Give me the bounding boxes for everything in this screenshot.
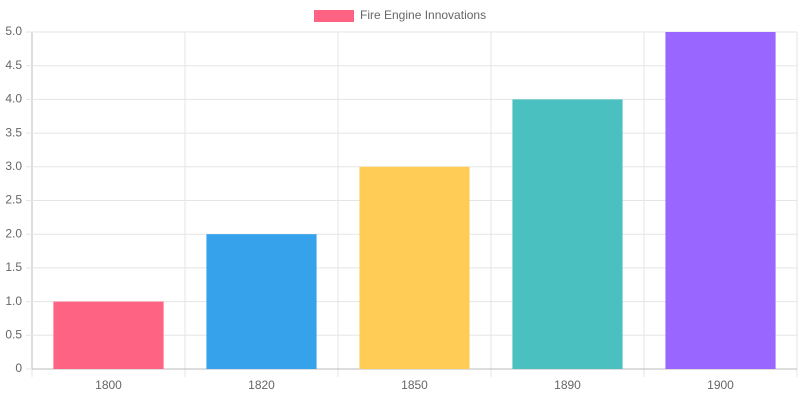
x-tick-label: 1890 — [554, 378, 581, 392]
y-tick-label: 5.0 — [5, 24, 22, 38]
y-tick-label: 2.0 — [5, 226, 22, 240]
y-tick-label: 2.5 — [5, 193, 22, 207]
bar — [206, 234, 317, 369]
legend-label: Fire Engine Innovations — [360, 8, 486, 22]
x-tick-label: 1900 — [707, 378, 734, 392]
x-tick-label: 1800 — [95, 378, 122, 392]
legend-swatch — [314, 10, 354, 22]
bar — [359, 166, 470, 369]
y-tick-label: 3.5 — [5, 125, 22, 139]
y-tick-label: 0 — [15, 361, 22, 375]
x-tick-label: 1820 — [248, 378, 275, 392]
bar — [665, 32, 776, 369]
y-tick-label: 4.0 — [5, 92, 22, 106]
y-tick-label: 0.5 — [5, 327, 22, 341]
y-tick-label: 3.0 — [5, 159, 22, 173]
bar — [53, 301, 164, 369]
x-tick-label: 1850 — [401, 378, 428, 392]
y-tick-label: 1.0 — [5, 294, 22, 308]
bar — [512, 99, 623, 370]
y-tick-label: 1.5 — [5, 260, 22, 274]
y-tick-label: 4.5 — [5, 58, 22, 72]
